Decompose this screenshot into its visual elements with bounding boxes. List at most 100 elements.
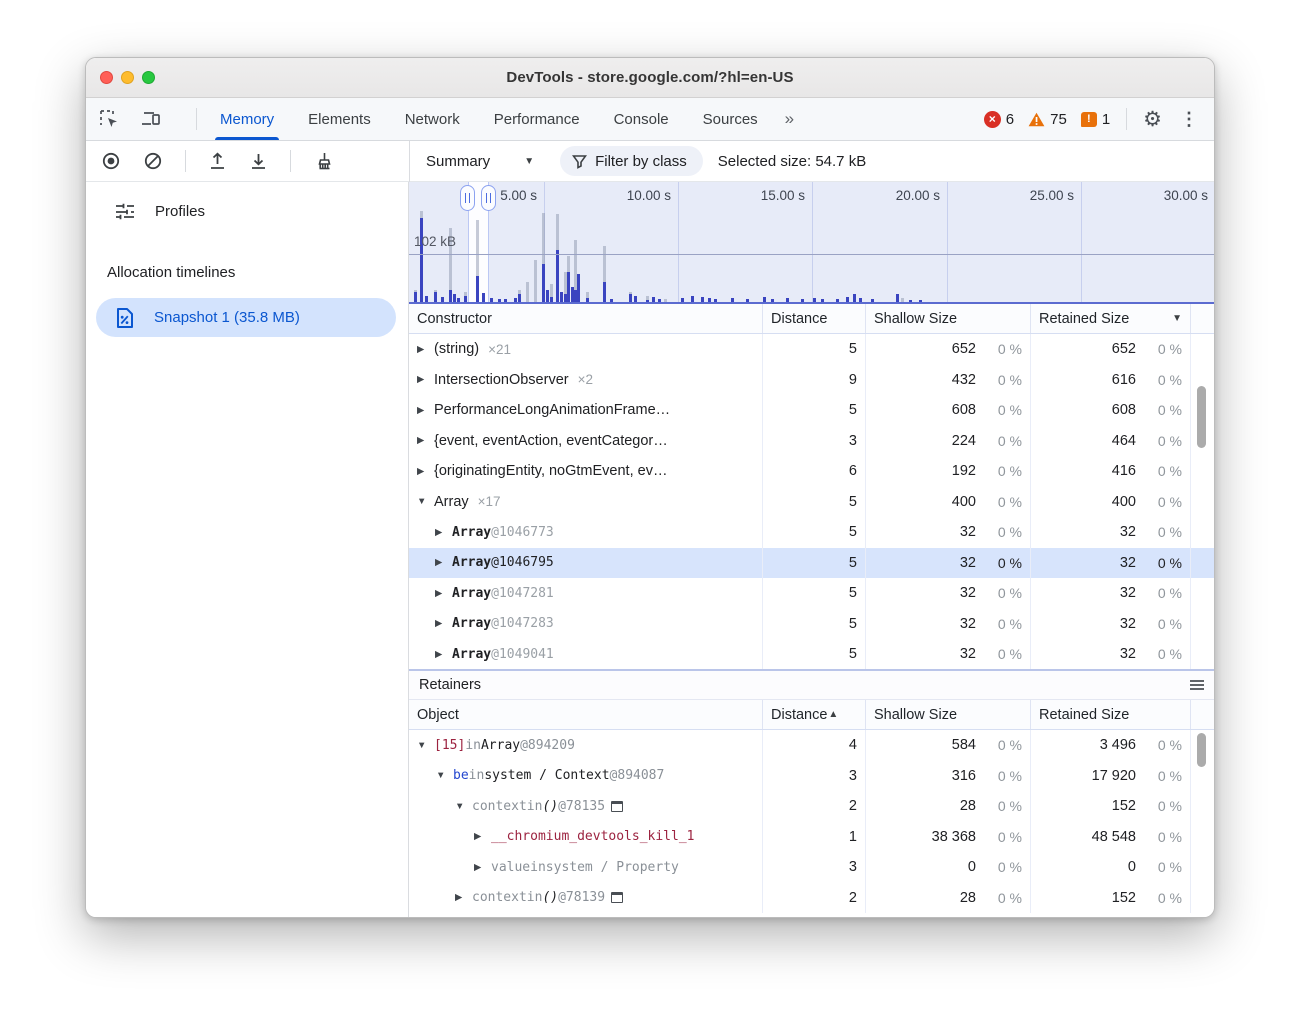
column-header-ret-shallow-size[interactable]: Shallow Size (866, 700, 1031, 729)
shallow-size-value: 316 (951, 767, 976, 784)
tab-elements[interactable]: Elements (308, 110, 371, 128)
tree-collapsed-icon[interactable]: ▶ (474, 861, 482, 873)
constructor-row[interactable]: ▶ {event, eventAction, eventCategor… 3 224 0… (409, 425, 1214, 456)
tree-collapsed-icon[interactable]: ▶ (474, 831, 482, 843)
selection-handle-right[interactable] (481, 185, 496, 211)
zoom-window-button[interactable] (142, 71, 155, 84)
constructor-row[interactable]: ▶ Array @1046795 5 32 0 % 32 0 % (409, 547, 1214, 578)
shallow-size-value: 28 (959, 798, 976, 815)
class-filter-input[interactable]: Filter by class (560, 146, 703, 176)
shallow-size-percent: 0 % (997, 341, 1022, 358)
retainer-row[interactable]: ▶ value in system / Property 3 0 0 % 0 0 % (409, 852, 1214, 883)
column-header-shallow-size[interactable]: Shallow Size (866, 304, 1031, 333)
retainers-scrollbar-thumb[interactable] (1197, 733, 1206, 767)
tab-sources[interactable]: Sources (702, 110, 758, 128)
constructor-row[interactable]: ▶ PerformanceLongAnimationFrame… 5 608 0 % 60… (409, 395, 1214, 426)
device-toolbar-icon[interactable] (140, 109, 162, 129)
more-tabs-button[interactable]: » (784, 109, 795, 128)
allocation-bar-freed (476, 220, 479, 302)
timeline-selection-region[interactable] (468, 182, 489, 302)
sidebar-profiles-label: Profiles (155, 202, 206, 220)
tabbar-left-icons (86, 98, 203, 140)
column-header-retained-size[interactable]: Retained Size ▼ (1031, 304, 1191, 333)
load-profile-icon[interactable] (208, 151, 227, 171)
clear-garbage-broom-icon[interactable] (313, 151, 333, 171)
constructor-row[interactable]: ▶ {originatingEntity, noGtmEvent, ev… 6 192… (409, 456, 1214, 487)
column-header-object[interactable]: Object (409, 700, 763, 729)
retained-size-percent: 0 % (1157, 524, 1182, 541)
constructor-row[interactable]: ▶ Array @1047281 5 32 0 % 32 0 % (409, 578, 1214, 609)
constructor-row[interactable]: ▼ Array ×17 5 400 0 % 400 0 % (409, 486, 1214, 517)
allocation-timeline-overview[interactable]: 5.00 s 10.00 s 15.00 s 20.00 s 25.00 s 30.00 … (409, 182, 1214, 304)
retainer-object-part: context (472, 798, 527, 814)
settings-gear-icon[interactable]: ⚙ (1143, 107, 1162, 131)
tab-memory[interactable]: Memory (203, 98, 291, 140)
sidebar-item-profiles[interactable]: Profiles (86, 192, 408, 230)
tree-collapsed-icon[interactable]: ▶ (417, 465, 425, 477)
tree-expanded-icon[interactable]: ▼ (417, 739, 427, 751)
constructor-name-cell: ▶ PerformanceLongAnimationFrame… (409, 395, 763, 426)
column-header-ret-retained-size[interactable]: Retained Size (1031, 700, 1191, 729)
tree-collapsed-icon[interactable]: ▶ (417, 343, 425, 355)
error-badge[interactable]: × 6 (983, 110, 1014, 128)
allocation-bar-live (571, 287, 574, 302)
constructor-name-cell: ▶ Array @1047283 (409, 608, 763, 639)
timeline-gridline (1081, 182, 1082, 302)
tree-collapsed-icon[interactable]: ▶ (417, 435, 425, 447)
constructor-scrollbar-thumb[interactable] (1197, 386, 1206, 448)
tree-collapsed-icon[interactable]: ▶ (435, 648, 443, 660)
column-header-ret-distance[interactable]: Distance ▲ (763, 700, 866, 729)
retainer-row[interactable]: ▼ [15] in Array @894209 4 584 0 % 3 496 0 % (409, 730, 1214, 761)
column-header-constructor[interactable]: Constructor (409, 304, 763, 333)
tree-collapsed-icon[interactable]: ▶ (435, 526, 443, 538)
tab-performance[interactable]: Performance (493, 110, 580, 128)
tab-network[interactable]: Network (404, 110, 460, 128)
retainer-object-cell: ▶ __chromium_devtools_kill_1 (409, 821, 763, 852)
tree-collapsed-icon[interactable]: ▶ (417, 404, 425, 416)
class-filter-placeholder: Filter by class (595, 152, 687, 170)
shallow-size-percent: 0 % (997, 493, 1022, 510)
selection-handle-left[interactable] (460, 185, 475, 211)
retainers-menu-icon[interactable] (1190, 679, 1204, 691)
distance-cell: 5 (763, 578, 866, 609)
constructor-row[interactable]: ▶ IntersectionObserver ×2 9 432 0 % 616 0 % (409, 364, 1214, 395)
retainer-row[interactable]: ▶ context in () @78139 2 28 0 % 152 0 % (409, 882, 1214, 913)
tree-collapsed-icon[interactable]: ▶ (435, 557, 443, 569)
tree-expanded-icon[interactable]: ▼ (417, 496, 427, 508)
retainer-row[interactable]: ▼ context in () @78135 2 28 0 % 152 0 % (409, 791, 1214, 822)
sidebar-item-snapshot-1[interactable]: Snapshot 1 (35.8 MB) (96, 298, 396, 337)
error-icon: × (983, 110, 1001, 128)
record-allocation-icon[interactable] (101, 151, 121, 171)
constructor-row[interactable]: ▶ (string) ×21 5 652 0 % 652 0 % (409, 334, 1214, 365)
issues-badge[interactable]: ! 1 (1080, 111, 1110, 128)
allocation-bar-freed (534, 260, 537, 302)
sort-asc-icon: ▲ (828, 709, 839, 720)
constructor-row[interactable]: ▶ Array @1047283 5 32 0 % 32 0 % (409, 608, 1214, 639)
frame-icon[interactable] (611, 800, 624, 812)
column-header-distance[interactable]: Distance (763, 304, 866, 333)
tree-collapsed-icon[interactable]: ▶ (455, 892, 463, 904)
retainer-row[interactable]: ▶ __chromium_devtools_kill_1 1 38 368 0 % 48 … (409, 821, 1214, 852)
retainer-row[interactable]: ▼ be in system / Context @894087 3 316 0 % 17… (409, 760, 1214, 791)
minimize-window-button[interactable] (121, 71, 134, 84)
inspect-element-icon[interactable] (99, 109, 120, 130)
warning-icon (1028, 112, 1045, 126)
frame-icon[interactable] (611, 892, 624, 904)
allocation-bar-live (567, 272, 570, 302)
retainer-object-part: @894087 (609, 768, 665, 784)
warning-badge[interactable]: 75 (1028, 111, 1067, 128)
tree-expanded-icon[interactable]: ▼ (455, 800, 465, 812)
tree-collapsed-icon[interactable]: ▶ (417, 374, 425, 386)
constructor-row[interactable]: ▶ Array @1049041 5 32 0 % 32 0 % (409, 639, 1214, 669)
close-window-button[interactable] (100, 71, 113, 84)
tree-expanded-icon[interactable]: ▼ (436, 770, 446, 782)
constructor-row[interactable]: ▶ Array @1046773 5 32 0 % 32 0 % (409, 517, 1214, 548)
kebab-menu-icon[interactable]: ⋮ (1180, 108, 1198, 129)
tree-collapsed-icon[interactable]: ▶ (435, 618, 443, 630)
tree-collapsed-icon[interactable]: ▶ (435, 587, 443, 599)
tab-console[interactable]: Console (613, 110, 669, 128)
perspective-select[interactable]: Summary ▼ (426, 153, 534, 170)
instance-count: ×2 (577, 372, 593, 388)
save-profile-icon[interactable] (249, 151, 268, 171)
clear-profiles-icon[interactable] (143, 151, 163, 171)
